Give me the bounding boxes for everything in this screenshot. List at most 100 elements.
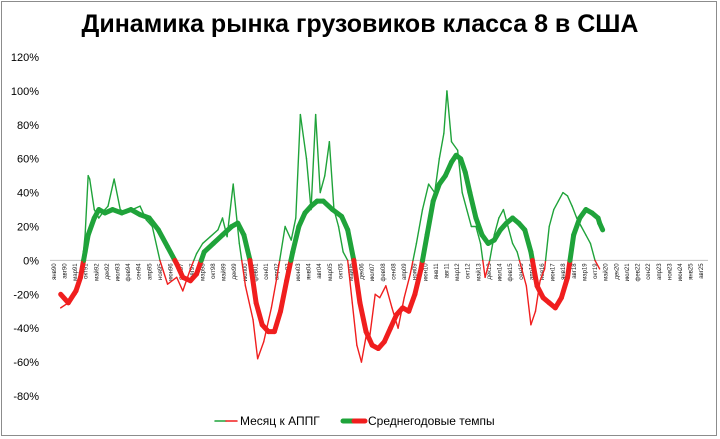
series-segment xyxy=(342,251,349,262)
x-tick-label: май20 xyxy=(603,263,610,281)
x-tick-label: фев15 xyxy=(508,263,514,282)
x-tick-label: июл00 xyxy=(243,263,249,282)
series-segment xyxy=(567,232,577,263)
series-segment xyxy=(521,268,528,287)
series-segment xyxy=(328,141,335,211)
x-tick-label: сен22 xyxy=(646,263,652,280)
series-segment xyxy=(534,280,541,312)
x-tick-label: окт98 xyxy=(211,263,217,279)
series-segment xyxy=(450,141,459,151)
series-segment xyxy=(107,178,115,207)
series-segment xyxy=(424,198,436,238)
y-tick-label: 120% xyxy=(11,52,39,64)
series-segment xyxy=(119,208,128,214)
x-tick-label: авг97 xyxy=(190,263,196,279)
series-segment xyxy=(166,276,178,285)
series-segment xyxy=(176,276,184,292)
series-segment xyxy=(589,242,596,262)
x-tick-label: фев94 xyxy=(126,263,132,282)
series-segment xyxy=(525,285,532,326)
series-segment xyxy=(438,132,445,160)
y-tick-label: -40% xyxy=(13,323,39,335)
series-segment xyxy=(252,319,259,360)
x-tick-label: янв11 xyxy=(434,263,440,280)
series-segment xyxy=(82,232,91,255)
x-tick-label: дек20 xyxy=(614,263,620,280)
x-tick-label: янв90 xyxy=(52,263,58,280)
series-segment xyxy=(391,307,399,329)
series-segment xyxy=(305,157,312,211)
series-segment xyxy=(456,149,463,194)
series-segment xyxy=(151,225,161,262)
x-tick-label: мар05 xyxy=(328,263,334,281)
x-tick-label: авг18 xyxy=(572,263,578,279)
x-tick-label: фев01 xyxy=(253,263,259,282)
y-tick-label: 0% xyxy=(23,255,39,267)
series-segment xyxy=(278,225,286,262)
x-tick-label: мар91 xyxy=(73,263,79,281)
series-segment xyxy=(511,242,518,253)
x-tick-label: апр95 xyxy=(147,263,153,280)
series-segment xyxy=(232,183,241,245)
series-segment xyxy=(557,191,564,202)
x-tick-label: ноя09 xyxy=(413,263,419,280)
x-tick-label: ноя23 xyxy=(667,263,673,280)
series-segment xyxy=(79,259,84,282)
series-segment xyxy=(446,90,453,143)
series-segment xyxy=(562,191,569,197)
chart-title: Динамика рынка грузовиков класса 8 в США xyxy=(81,10,639,38)
x-tick-label: дек99 xyxy=(232,263,238,280)
series-segment xyxy=(295,113,302,219)
series-segment xyxy=(88,178,95,211)
series-segment xyxy=(420,232,430,263)
series-segment xyxy=(594,259,601,270)
series-segment xyxy=(139,205,147,221)
y-tick-label: 40% xyxy=(17,188,39,200)
series-segment xyxy=(462,169,473,196)
y-tick-label: 60% xyxy=(17,154,39,166)
series-segment xyxy=(597,220,606,233)
series-segment xyxy=(467,190,479,221)
series-segment xyxy=(548,208,555,228)
x-tick-label: июн24 xyxy=(678,263,684,282)
x-tick-label: май06 xyxy=(348,263,355,281)
series-segment xyxy=(241,259,247,287)
series-segment xyxy=(113,178,121,211)
x-tick-label: июл14 xyxy=(498,263,504,282)
series-segment xyxy=(221,217,228,238)
x-tick-label: окт05 xyxy=(338,263,344,279)
x-tick-label: авг04 xyxy=(317,263,323,279)
x-tick-label: сен08 xyxy=(391,263,397,280)
series-segment xyxy=(482,259,486,279)
series-segment xyxy=(522,227,534,255)
x-tick-label: окт19 xyxy=(593,263,599,279)
x-tick-label: янв04 xyxy=(307,263,313,280)
x-tick-label: мар12 xyxy=(455,263,461,281)
x-tick-label: ноя95 xyxy=(158,263,164,280)
series-segment xyxy=(217,217,224,231)
series-segment xyxy=(571,205,578,219)
series-segment xyxy=(84,174,89,236)
series-segment xyxy=(565,257,573,280)
x-tick-label: фев08 xyxy=(381,263,387,282)
x-tick-label: июл93 xyxy=(116,263,122,282)
series-segment xyxy=(421,183,430,211)
series-segment xyxy=(374,293,381,299)
series-segment xyxy=(529,257,540,289)
x-tick-label: янв18 xyxy=(561,263,567,280)
series-segment xyxy=(93,208,100,219)
x-tick-label: апр09 xyxy=(402,263,408,280)
series-segment xyxy=(165,244,178,263)
x-tick-label: окт12 xyxy=(466,263,472,279)
series-segment xyxy=(357,300,369,335)
series-segment xyxy=(409,259,414,275)
series-segment xyxy=(412,266,424,297)
series-segment xyxy=(290,217,297,241)
series-segment xyxy=(507,225,514,245)
series-segment xyxy=(125,208,134,214)
x-tick-label: окт91 xyxy=(84,263,90,279)
x-tick-label: сен94 xyxy=(137,263,143,280)
y-tick-label: -20% xyxy=(13,289,39,301)
series-segment xyxy=(59,302,70,309)
